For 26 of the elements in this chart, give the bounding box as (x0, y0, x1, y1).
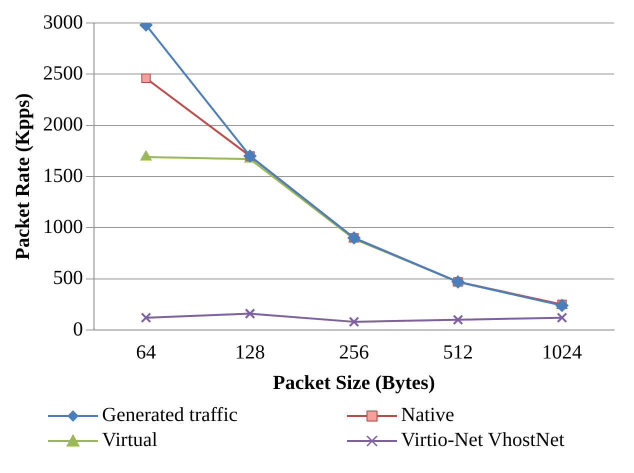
y-tick-label: 1500 (43, 164, 83, 187)
x-tick-label: 1024 (542, 341, 582, 364)
legend-label: Virtio-Net VhostNet (401, 429, 564, 452)
point (140, 312, 152, 323)
point (348, 316, 360, 328)
x-tick-label: 256 (339, 341, 369, 364)
y-tick-label: 0 (73, 318, 83, 340)
point (556, 298, 568, 312)
x-axis-title: Packet Size (Bytes) (272, 372, 436, 394)
legend-label: Native (401, 404, 454, 427)
x-tick-label: 128 (235, 341, 265, 364)
y-tick-label: 2000 (43, 114, 83, 136)
legend-label: Generated traffic (102, 404, 238, 427)
y-tick-label: 3000 (43, 11, 83, 34)
y-axis-title: Packet Rate (Kpps) (12, 93, 34, 260)
x-tick-label: 512 (443, 341, 473, 364)
point (141, 74, 151, 84)
y-tick-label: 2500 (43, 62, 83, 84)
y-tick-label: 1000 (43, 216, 83, 238)
x-tick-label: 64 (136, 341, 156, 364)
point (140, 150, 152, 161)
legend-label: Virtual (102, 429, 158, 452)
point (244, 308, 256, 319)
y-tick-label: 500 (53, 267, 83, 290)
point (452, 314, 464, 326)
point (556, 312, 568, 323)
